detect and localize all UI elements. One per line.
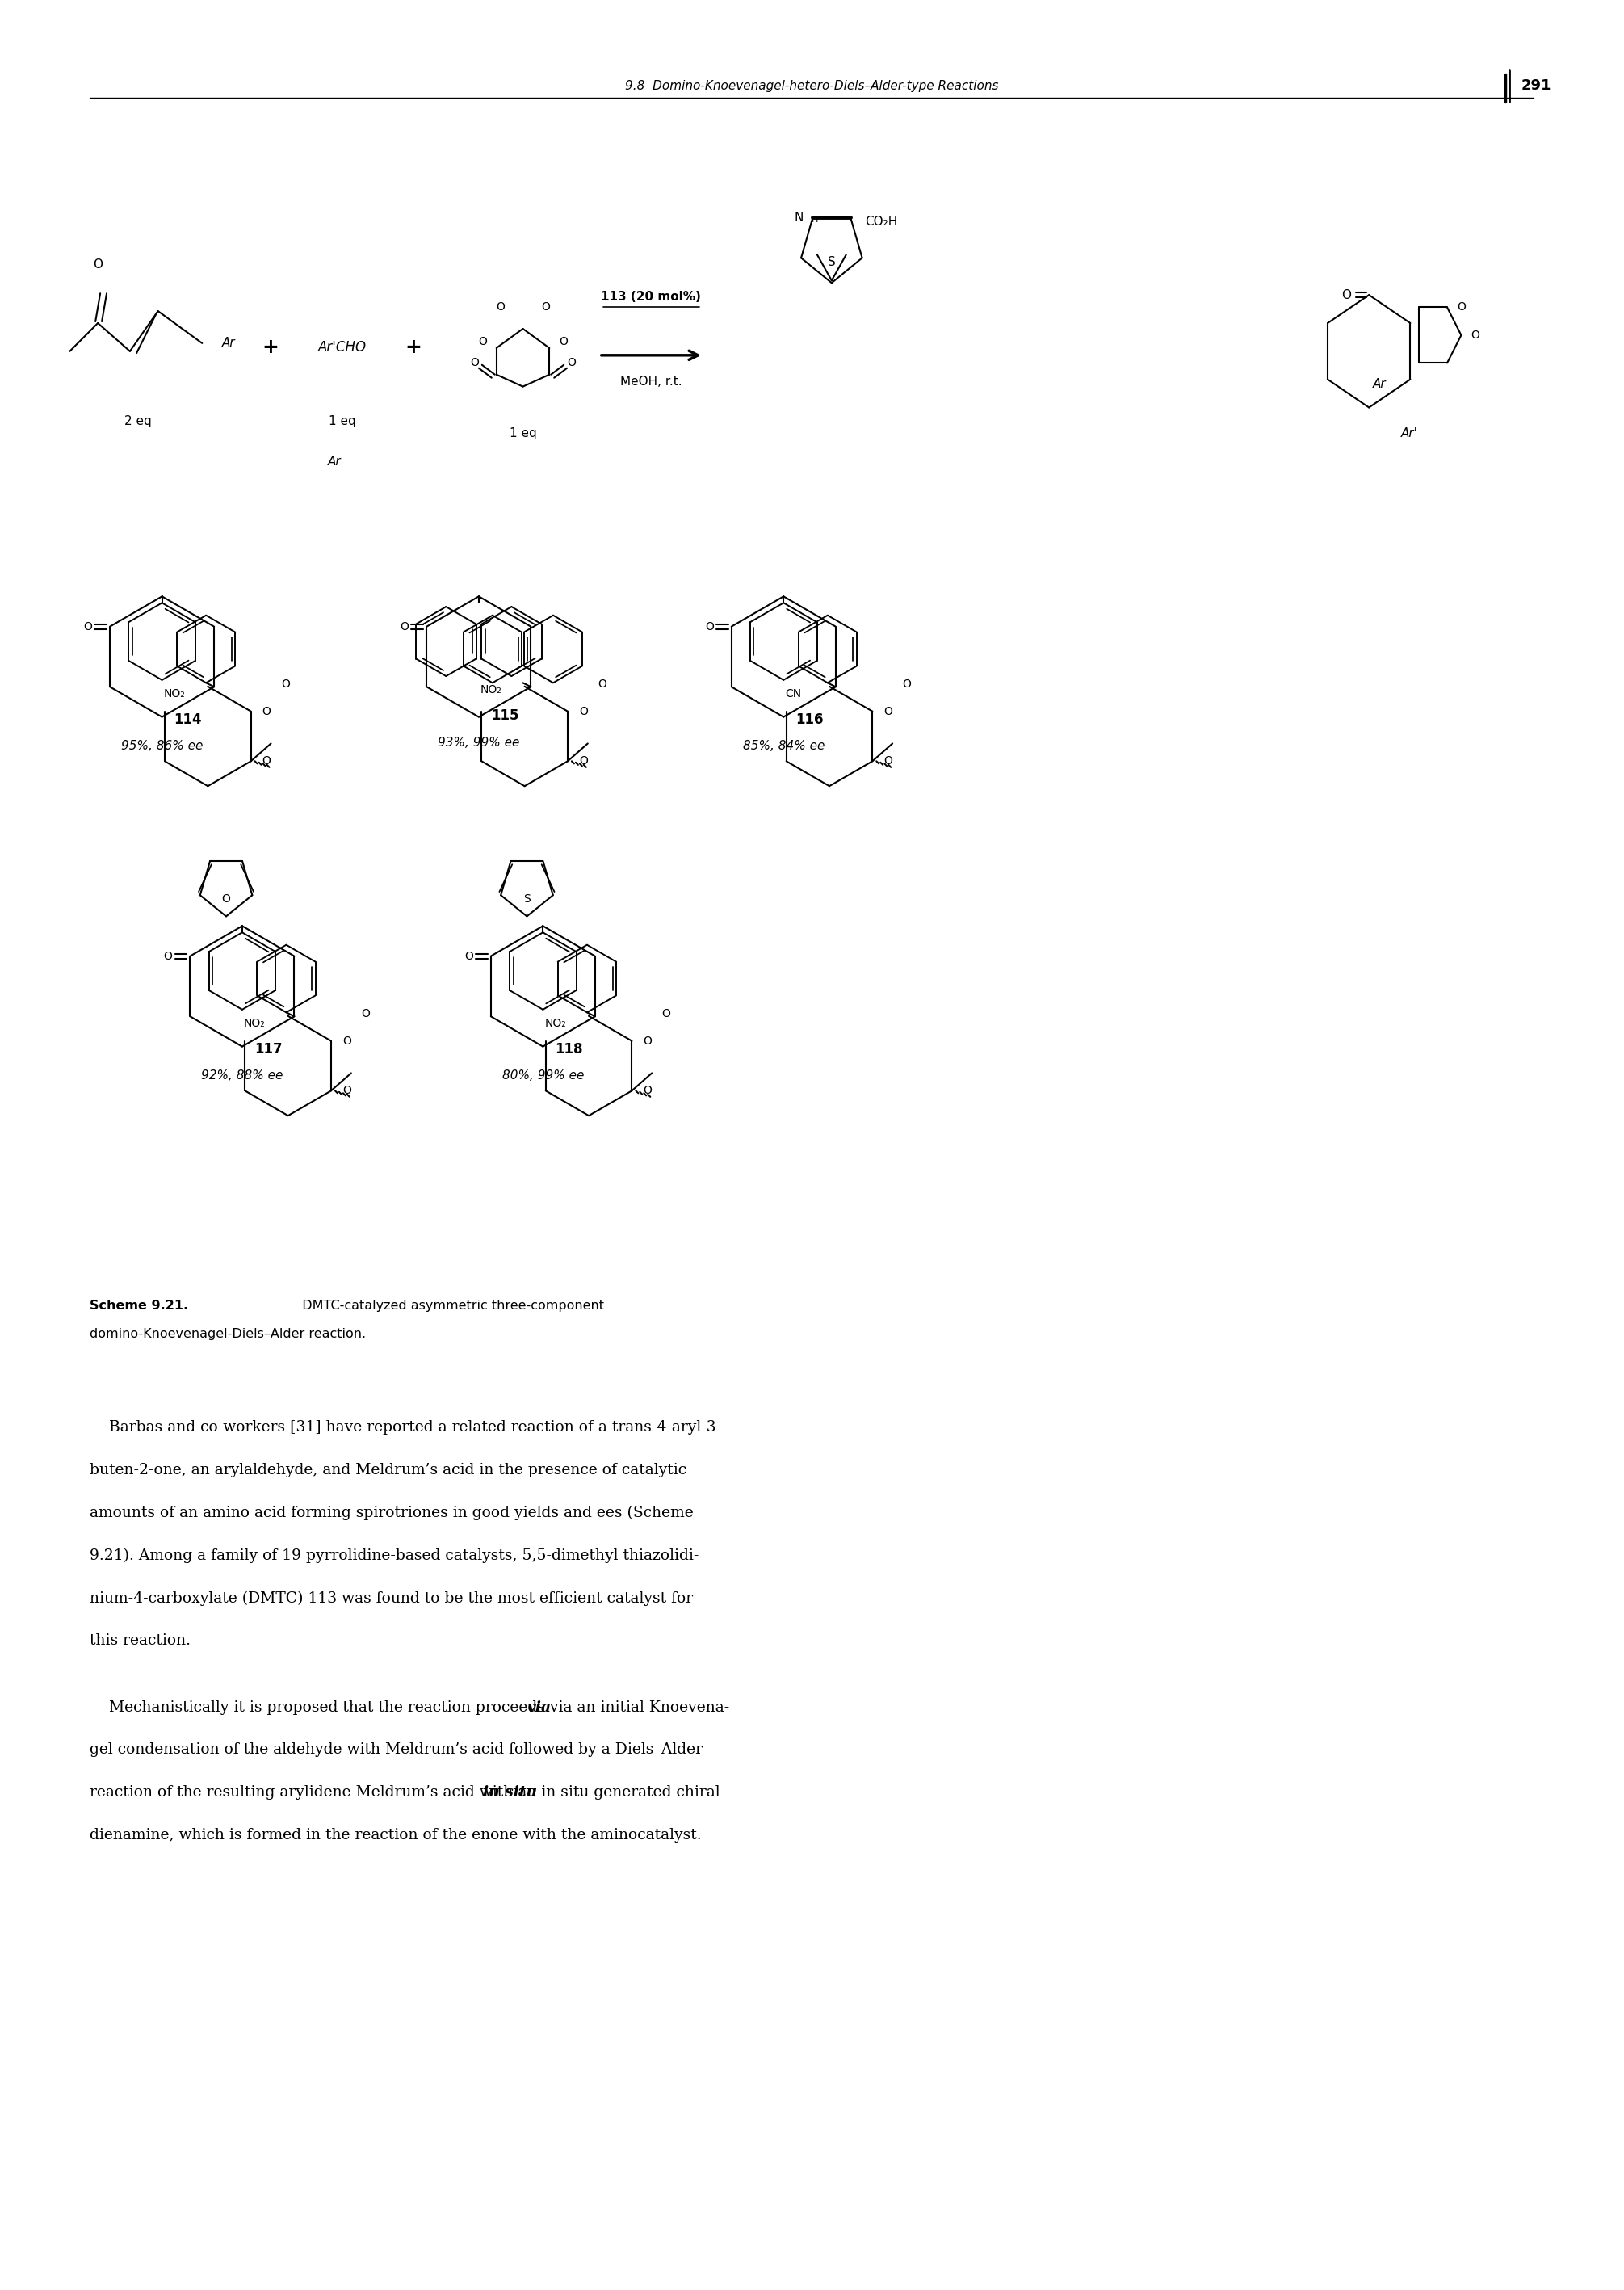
Text: CO₂H: CO₂H (866, 215, 898, 227)
Text: 118: 118 (555, 1042, 583, 1056)
Text: O: O (400, 621, 409, 632)
Text: Ar: Ar (222, 337, 235, 350)
Text: Barbas and co-workers [31] have reported a related reaction of a trans-4-aryl-3-: Barbas and co-workers [31] have reported… (89, 1420, 721, 1436)
Text: Ar'CHO: Ar'CHO (318, 339, 367, 355)
Text: O: O (343, 1085, 351, 1097)
Text: H: H (812, 215, 818, 224)
Text: 95%, 86% ee: 95%, 86% ee (122, 740, 203, 753)
Text: this reaction.: this reaction. (89, 1633, 190, 1649)
Text: O: O (464, 950, 473, 962)
Text: O: O (222, 893, 231, 905)
Text: O: O (495, 302, 505, 314)
Text: Ar: Ar (1372, 378, 1387, 389)
Text: O: O (281, 678, 289, 689)
Text: O: O (93, 259, 102, 270)
Text: 9.21). Among a family of 19 pyrrolidine-based catalysts, 5,5-dimethyl thiazolidi: 9.21). Among a family of 19 pyrrolidine-… (89, 1548, 698, 1562)
Text: Ar: Ar (328, 456, 341, 467)
Text: O: O (578, 756, 588, 767)
Text: N: N (794, 211, 804, 224)
Text: buten-2-one, an arylaldehyde, and Meldrum’s acid in the presence of catalytic: buten-2-one, an arylaldehyde, and Meldru… (89, 1463, 687, 1477)
Text: O: O (1457, 302, 1465, 314)
Text: S: S (828, 256, 836, 268)
Text: 113 (20 mol%): 113 (20 mol%) (601, 291, 702, 302)
Text: 116: 116 (796, 712, 823, 726)
Text: Scheme 9.21.: Scheme 9.21. (89, 1301, 188, 1312)
Text: gel condensation of the aldehyde with Meldrum’s acid followed by a Diels–Alder: gel condensation of the aldehyde with Me… (89, 1743, 703, 1756)
Text: O: O (1471, 330, 1479, 341)
Text: O: O (343, 1035, 351, 1047)
Text: O: O (559, 337, 568, 348)
Text: NO₂: NO₂ (481, 685, 502, 696)
Text: in situ: in situ (482, 1786, 538, 1800)
Text: S: S (523, 893, 531, 905)
Text: O: O (643, 1035, 651, 1047)
Text: 114: 114 (174, 712, 201, 726)
Text: Mechanistically it is proposed that the reaction proceeds via an initial Knoeven: Mechanistically it is proposed that the … (89, 1699, 729, 1715)
Text: O: O (883, 756, 893, 767)
Text: 93%, 99% ee: 93%, 99% ee (438, 737, 520, 749)
Text: 2 eq: 2 eq (125, 414, 151, 428)
Text: 1 eq: 1 eq (510, 428, 536, 440)
Text: NO₂: NO₂ (164, 687, 185, 698)
Text: O: O (541, 302, 551, 314)
Text: 291: 291 (1522, 78, 1551, 94)
Text: O: O (903, 678, 911, 689)
Text: O: O (164, 950, 172, 962)
Text: O: O (567, 357, 577, 369)
Text: O: O (598, 678, 606, 689)
Text: NO₂: NO₂ (244, 1017, 265, 1028)
Text: O: O (83, 621, 93, 632)
Text: 9.8  Domino-Knoevenagel-hetero-Diels–Alder-type Reactions: 9.8 Domino-Knoevenagel-hetero-Diels–Alde… (625, 80, 999, 92)
Text: nium-4-carboxylate (DMTC) 113 was found to be the most efficient catalyst for: nium-4-carboxylate (DMTC) 113 was found … (89, 1592, 693, 1605)
Text: O: O (361, 1008, 370, 1019)
Text: 115: 115 (490, 708, 518, 724)
Text: 85%, 84% ee: 85%, 84% ee (742, 740, 825, 753)
Text: domino-Knoevenagel-Diels–Alder reaction.: domino-Knoevenagel-Diels–Alder reaction. (89, 1328, 365, 1340)
Text: O: O (469, 357, 479, 369)
Text: CN: CN (784, 687, 801, 698)
Text: via: via (526, 1699, 551, 1715)
Text: +: + (261, 337, 279, 357)
Text: amounts of an amino acid forming spirotriones in good yields and ees (Scheme: amounts of an amino acid forming spirotr… (89, 1505, 693, 1521)
Text: reaction of the resulting arylidene Meldrum’s acid with an in situ generated chi: reaction of the resulting arylidene Meld… (89, 1786, 719, 1800)
Text: O: O (705, 621, 715, 632)
Text: O: O (1341, 289, 1351, 300)
Text: NO₂: NO₂ (544, 1017, 567, 1028)
Text: O: O (663, 1008, 671, 1019)
Text: MeOH, r.t.: MeOH, r.t. (620, 376, 682, 387)
Text: O: O (883, 705, 893, 717)
Text: 92%, 88% ee: 92%, 88% ee (201, 1069, 283, 1081)
Text: Ar': Ar' (1400, 428, 1418, 440)
Text: DMTC-catalyzed asymmetric three-component: DMTC-catalyzed asymmetric three-componen… (294, 1301, 604, 1312)
Text: O: O (261, 705, 271, 717)
Text: 117: 117 (255, 1042, 283, 1056)
Text: +: + (404, 337, 422, 357)
Text: 80%, 99% ee: 80%, 99% ee (502, 1069, 585, 1081)
Text: O: O (578, 705, 588, 717)
Text: 1 eq: 1 eq (328, 414, 356, 428)
Text: dienamine, which is formed in the reaction of the enone with the aminocatalyst.: dienamine, which is formed in the reacti… (89, 1827, 702, 1843)
Text: O: O (643, 1085, 651, 1097)
Text: O: O (261, 756, 271, 767)
Text: O: O (477, 337, 487, 348)
